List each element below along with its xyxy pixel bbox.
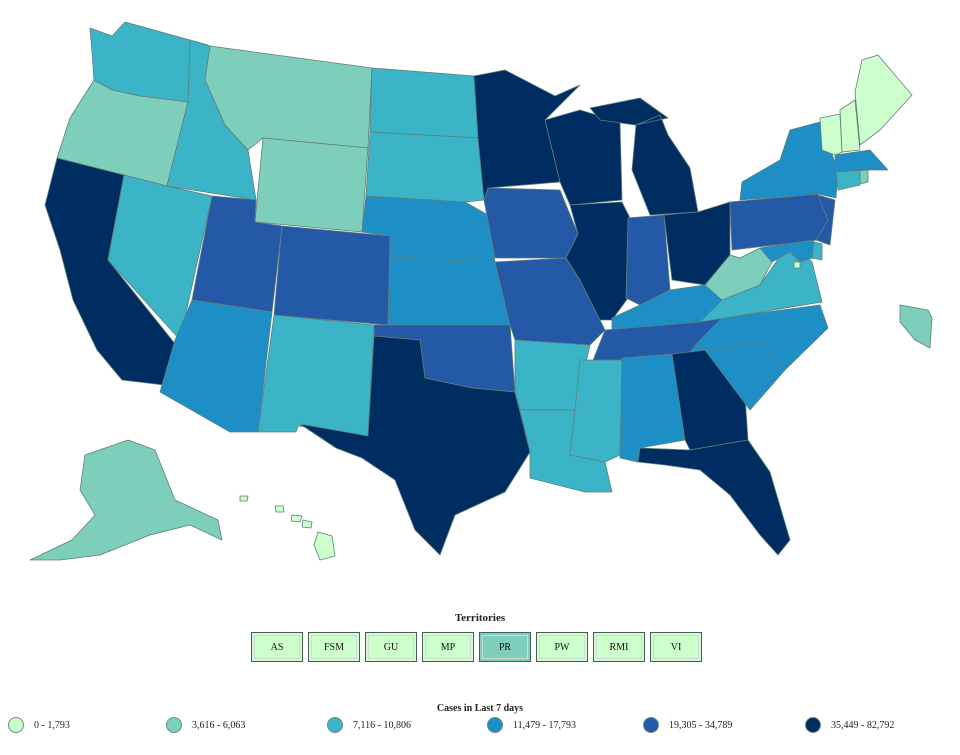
legend-swatch <box>8 717 24 733</box>
legend-swatch <box>805 717 821 733</box>
legend-item: 11,479 - 17,793 <box>487 715 576 735</box>
state-in[interactable] <box>625 214 671 306</box>
state-sd[interactable] <box>365 131 485 203</box>
legend-swatch <box>166 717 182 733</box>
territory-pw[interactable]: PW <box>536 632 588 662</box>
legend-label: 11,479 - 17,793 <box>513 719 576 731</box>
territory-as[interactable]: AS <box>251 632 303 662</box>
legend-label: 7,116 - 10,806 <box>353 719 411 731</box>
territory-fsm[interactable]: FSM <box>308 632 360 662</box>
us-states-map <box>29 21 933 561</box>
state-tx[interactable] <box>299 335 531 556</box>
state-mi[interactable] <box>589 97 699 216</box>
territory-mp[interactable]: MP <box>422 632 474 662</box>
legend-swatch <box>327 717 343 733</box>
legend-item: 35,449 - 82,792 <box>805 715 894 735</box>
state-nv[interactable] <box>107 174 213 341</box>
state-ct[interactable] <box>835 169 861 191</box>
legend-item: 7,116 - 10,806 <box>327 715 411 735</box>
legend-title: Cases in Last 7 days <box>436 703 524 714</box>
territory-pr-shape[interactable] <box>899 304 933 349</box>
state-nh[interactable] <box>839 99 861 153</box>
state-fl[interactable] <box>637 439 791 556</box>
state-ma[interactable] <box>834 149 889 173</box>
state-nj[interactable] <box>815 194 836 246</box>
state-hi[interactable] <box>239 495 336 561</box>
state-vt[interactable] <box>819 113 843 156</box>
territory-vi[interactable]: VI <box>650 632 702 662</box>
territories-title: Territories <box>454 612 506 624</box>
legend-item: 0 - 1,793 <box>8 715 70 735</box>
territory-gu[interactable]: GU <box>365 632 417 662</box>
legend-swatch <box>487 717 503 733</box>
state-il[interactable] <box>565 201 633 321</box>
state-me[interactable] <box>854 54 913 146</box>
territory-pr[interactable]: PR <box>479 632 531 662</box>
state-ia[interactable] <box>483 187 579 259</box>
territory-buttons: AS FSM GU MP PR PW RMI VI <box>251 632 702 662</box>
legend-item: 3,616 - 6,063 <box>166 715 245 735</box>
territory-rmi[interactable]: RMI <box>593 632 645 662</box>
state-nc[interactable] <box>689 304 829 371</box>
state-ks[interactable] <box>387 257 511 326</box>
state-nm[interactable] <box>257 314 375 437</box>
legend-label: 35,449 - 82,792 <box>831 719 895 731</box>
state-ri[interactable] <box>859 169 869 185</box>
state-nd[interactable] <box>369 67 479 139</box>
state-az[interactable] <box>159 299 273 433</box>
state-co[interactable] <box>273 225 391 326</box>
state-wi[interactable] <box>544 109 623 206</box>
legend-label: 3,616 - 6,063 <box>192 719 246 731</box>
state-wy[interactable] <box>254 137 369 233</box>
state-ak[interactable] <box>29 439 223 561</box>
state-dc[interactable] <box>793 261 801 269</box>
legend-label: 19,305 - 34,789 <box>669 719 733 731</box>
legend-item: 19,305 - 34,789 <box>643 715 732 735</box>
legend-label: 0 - 1,793 <box>34 719 70 731</box>
legend-swatch <box>643 717 659 733</box>
